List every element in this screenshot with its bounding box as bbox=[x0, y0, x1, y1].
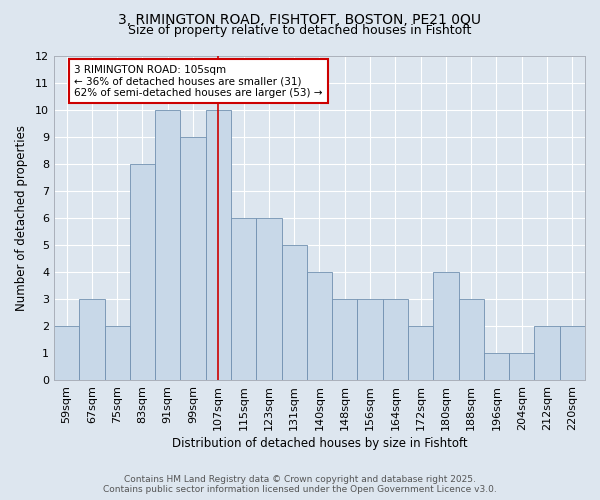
Bar bbox=[104, 326, 130, 380]
Bar bbox=[509, 353, 535, 380]
Bar bbox=[358, 300, 383, 380]
Bar bbox=[408, 326, 433, 380]
Text: 3, RIMINGTON ROAD, FISHTOFT, BOSTON, PE21 0QU: 3, RIMINGTON ROAD, FISHTOFT, BOSTON, PE2… bbox=[119, 12, 482, 26]
Bar bbox=[535, 326, 560, 380]
Bar bbox=[181, 138, 206, 380]
Bar bbox=[79, 300, 104, 380]
Bar bbox=[433, 272, 458, 380]
Bar bbox=[458, 300, 484, 380]
Bar bbox=[231, 218, 256, 380]
Y-axis label: Number of detached properties: Number of detached properties bbox=[15, 126, 28, 312]
Bar bbox=[256, 218, 281, 380]
Bar bbox=[281, 246, 307, 380]
Text: Size of property relative to detached houses in Fishtoft: Size of property relative to detached ho… bbox=[128, 24, 472, 37]
Bar bbox=[484, 353, 509, 380]
Bar bbox=[307, 272, 332, 380]
Bar bbox=[54, 326, 79, 380]
Bar bbox=[206, 110, 231, 380]
Bar bbox=[130, 164, 155, 380]
Text: 3 RIMINGTON ROAD: 105sqm
← 36% of detached houses are smaller (31)
62% of semi-d: 3 RIMINGTON ROAD: 105sqm ← 36% of detach… bbox=[74, 64, 323, 98]
Text: Contains HM Land Registry data © Crown copyright and database right 2025.
Contai: Contains HM Land Registry data © Crown c… bbox=[103, 474, 497, 494]
Bar bbox=[332, 300, 358, 380]
Bar bbox=[155, 110, 181, 380]
Bar bbox=[383, 300, 408, 380]
X-axis label: Distribution of detached houses by size in Fishtoft: Distribution of detached houses by size … bbox=[172, 437, 467, 450]
Bar bbox=[560, 326, 585, 380]
